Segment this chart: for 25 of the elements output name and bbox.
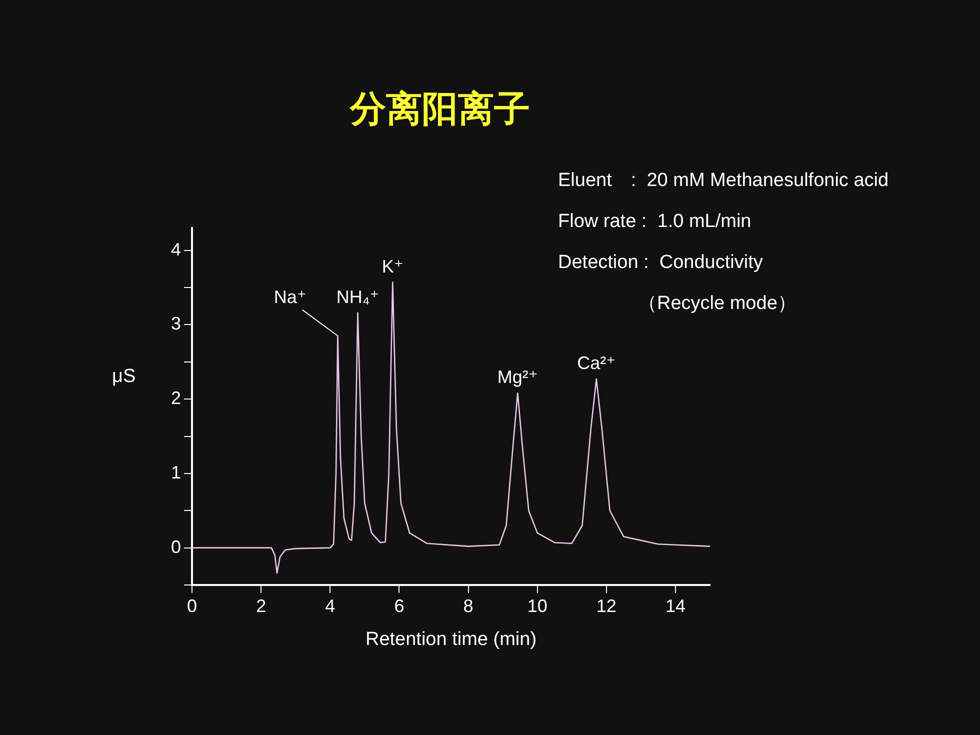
y-tick-label: 1 (170, 462, 181, 482)
y-tick-label: 0 (170, 536, 181, 557)
x-tick-label: 2 (256, 596, 266, 616)
x-tick-label: 12 (596, 596, 616, 616)
annotation: Ca²⁺ (577, 352, 616, 373)
text: Eluent : 20 mM Methanesulfonic acid (558, 169, 889, 193)
annotation: K⁺ (382, 256, 404, 276)
y-tick-label: 3 (170, 314, 181, 334)
y-axis-title: μS (112, 366, 136, 388)
x-tick-label: 6 (394, 596, 404, 616)
x-tick-label: 4 (325, 596, 336, 616)
x-tick-label: 14 (665, 596, 686, 616)
x-axis-title: Retention time (min) (365, 628, 537, 650)
x-tick-label: 8 (463, 596, 474, 616)
y-tick-label: 2 (170, 388, 181, 408)
chart-title: 分离阳离子 (348, 87, 531, 131)
annotation: Mg²⁺ (497, 367, 538, 388)
annotation: Na⁺ (274, 286, 306, 307)
x-tick-label: 0 (186, 596, 198, 616)
annotation: NH₄⁺ (336, 286, 380, 307)
annotation: Detection : Conductivity (558, 251, 764, 275)
x-tick-label: 10 (527, 596, 548, 616)
annotation: Flow rate : 1.0 mL/min (558, 210, 752, 234)
annotation: （Recycle mode） (637, 292, 798, 316)
y-tick-label: 4 (170, 239, 181, 260)
